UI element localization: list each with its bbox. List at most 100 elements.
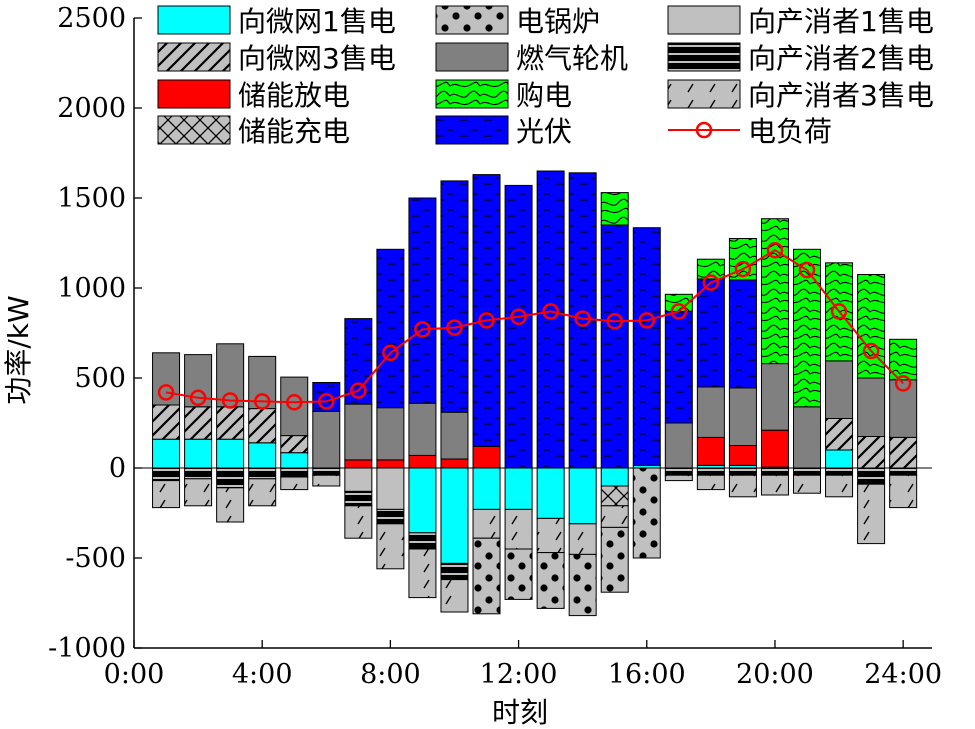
bar-segment-s9-t2: [184, 467, 213, 480]
y-tick-label: -500: [65, 543, 126, 574]
x-tick-label: 0:00: [104, 659, 165, 690]
legend-label: 购电: [516, 79, 572, 112]
bar-segment-s9-t5: [280, 467, 309, 478]
bar-segment-s10-t22: [825, 474, 854, 498]
bar-segment-s4-t17: [664, 310, 693, 424]
bar-segment-s10-t23: [857, 483, 886, 545]
bar-segment-s3-t21: [793, 406, 822, 469]
bar-segment-s4-t15: [600, 224, 629, 469]
legend-swatch: [157, 42, 231, 72]
load-line: [165, 249, 904, 404]
bar-segment-s7-t11: [472, 467, 501, 510]
bar-segment-s1-t10: [440, 458, 469, 469]
bar-segment-s9-t21: [793, 467, 822, 476]
bar-segment-s9-t23: [857, 467, 886, 485]
bar-segment-s10-t17: [664, 474, 693, 482]
legend-item-9: 储能充电: [157, 115, 350, 148]
y-tick-label: -1000: [48, 633, 126, 664]
y-tick-label: 0: [109, 453, 126, 484]
legend-label: 向产消者3售电: [748, 79, 934, 112]
legend-swatch: [435, 5, 509, 35]
bar-segment-s11-t13: [536, 552, 565, 609]
bar-segment-s9-t24: [889, 467, 918, 476]
y-axis-label: 功率/kW: [2, 295, 35, 404]
bar-segment-s1-t20: [760, 429, 789, 468]
bar-segment-s3-t20: [760, 363, 789, 431]
bar-segment-s10-t24: [889, 474, 918, 509]
bars-layer: [152, 170, 918, 617]
x-tick-label: 24:00: [864, 659, 942, 690]
bar-segment-s4-t12: [504, 184, 533, 469]
bar-segment-s7-t12: [504, 467, 533, 510]
bar-segment-s7-t15: [600, 467, 629, 487]
bar-segment-s10-t15: [600, 505, 629, 528]
x-axis-label: 时刻: [492, 696, 548, 729]
x-tick-label: 12:00: [480, 659, 558, 690]
bar-segment-s11-t16: [632, 467, 661, 559]
bar-segment-s4-t8: [376, 248, 405, 409]
bar-segment-s2-t1: [152, 404, 181, 440]
load-point: [221, 392, 239, 409]
bar-segment-s0-t1: [152, 438, 181, 469]
bar-segment-s3-t24: [889, 379, 918, 438]
legend-label: 储能放电: [238, 79, 350, 112]
y-tick-label: 2500: [57, 3, 126, 34]
bar-segment-s10-t11: [472, 508, 501, 539]
bar-segment-s10-t14: [568, 523, 597, 555]
bar-segment-s2-t22: [825, 418, 854, 451]
y-tick-label: 1000: [57, 273, 126, 304]
load-point: [446, 319, 463, 336]
load-point: [382, 344, 399, 362]
load-point: [542, 303, 559, 320]
bar-segment-s3-t3: [216, 343, 245, 408]
bar-segment-s7-t10: [440, 467, 469, 564]
legend-item-5: 向产消者2售电: [667, 42, 934, 75]
bar-segment-s3-t6: [312, 410, 341, 469]
bar-segment-s3-t18: [696, 386, 725, 438]
bar-segment-s3-t17: [664, 422, 693, 469]
legend-item-4: 燃气轮机: [435, 42, 628, 75]
legend-label: 向微网1售电: [238, 5, 396, 38]
bar-segment-s4-t7: [344, 318, 373, 405]
legend-swatch: [435, 42, 509, 72]
bar-segment-s10-t2: [184, 478, 213, 507]
legend-item-7: 购电: [435, 79, 572, 112]
bar-segment-s10-t5: [280, 476, 309, 491]
load-point: [862, 342, 880, 360]
bar-segment-s10-t6: [312, 474, 341, 487]
bar-segment-s1-t7: [344, 459, 373, 469]
bar-segment-s1-t18: [696, 436, 725, 466]
load-point: [510, 308, 527, 326]
legend-item-3: 向微网3售电: [157, 42, 396, 75]
legend-label: 燃气轮机: [516, 42, 628, 75]
x-tick-label: 8:00: [360, 659, 421, 690]
axes-layer: -1000 -500 0 500 1000 1500 2000 2500 0:00 4:00 8:0…: [48, 3, 942, 690]
bar-segment-s10-t10: [440, 579, 469, 613]
bar-segment-s4-t10: [440, 180, 469, 413]
bar-segment-s9-t3: [216, 467, 245, 489]
bar-segment-s7-t9: [408, 467, 437, 534]
bar-segment-s10-t12: [504, 508, 533, 550]
bar-segment-s9-t22: [825, 467, 854, 476]
bar-segment-s1-t11: [472, 445, 501, 469]
bar-segment-s1-t8: [376, 459, 405, 469]
bar-segment-s2-t5: [280, 435, 309, 454]
legend-swatch: [157, 79, 231, 109]
legend-item-1: 电锅炉: [435, 5, 600, 38]
legend-swatch: [667, 79, 741, 109]
legend-swatch: [157, 5, 231, 35]
legend-swatch: [667, 42, 741, 72]
bar-segment-s5-t20: [760, 218, 789, 365]
legend-label: 向产消者1售电: [748, 5, 934, 38]
bar-segment-s5-t23: [857, 274, 886, 379]
bar-segment-s4-t18: [696, 278, 725, 388]
bar-segment-s10-t3: [216, 487, 245, 523]
bar-segment-s9-t10: [440, 562, 469, 581]
legend-label: 向微网3售电: [238, 42, 396, 75]
load-point: [318, 393, 335, 410]
bar-segment-s7-t14: [568, 467, 597, 525]
load-point: [414, 321, 431, 338]
load-point: [285, 394, 303, 411]
